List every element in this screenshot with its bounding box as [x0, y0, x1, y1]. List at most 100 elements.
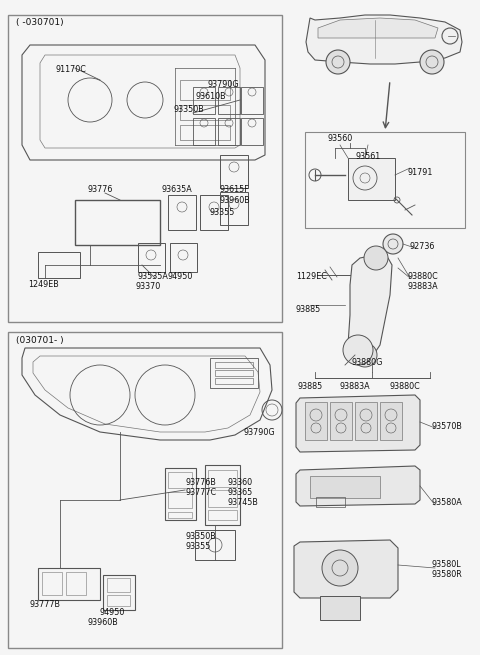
- Bar: [168, 195, 196, 230]
- Text: 93561: 93561: [355, 152, 380, 161]
- Circle shape: [326, 50, 350, 74]
- Bar: [305, 402, 327, 440]
- Text: 93355: 93355: [186, 542, 211, 551]
- Text: 93350B: 93350B: [174, 105, 205, 114]
- Bar: [8, 15, 282, 322]
- Bar: [208, 510, 237, 520]
- Text: 93790G: 93790G: [207, 80, 239, 89]
- Bar: [215, 378, 253, 384]
- Text: 93580A: 93580A: [432, 498, 463, 507]
- Text: 93880C: 93880C: [390, 382, 421, 391]
- Text: 93580R: 93580R: [432, 570, 463, 579]
- Text: 94950: 94950: [168, 272, 193, 281]
- Bar: [241, 118, 263, 145]
- Text: 93580L: 93580L: [432, 560, 462, 569]
- Bar: [8, 332, 282, 648]
- Text: 93960B: 93960B: [88, 618, 119, 627]
- Bar: [215, 370, 253, 376]
- Bar: [210, 358, 258, 388]
- Bar: [330, 402, 352, 440]
- Circle shape: [364, 246, 388, 270]
- Bar: [200, 195, 228, 230]
- Polygon shape: [306, 15, 462, 64]
- Text: 93880G: 93880G: [352, 358, 384, 367]
- Bar: [355, 402, 377, 440]
- Text: 93570B: 93570B: [432, 422, 463, 431]
- Text: 93777C: 93777C: [186, 488, 217, 497]
- Bar: [66, 572, 86, 595]
- Bar: [310, 476, 380, 498]
- Bar: [193, 118, 215, 145]
- Bar: [170, 243, 197, 272]
- Bar: [103, 575, 135, 610]
- Text: 93745B: 93745B: [228, 498, 259, 507]
- Bar: [107, 578, 130, 592]
- Bar: [38, 252, 80, 278]
- Bar: [138, 243, 165, 272]
- Bar: [168, 472, 192, 488]
- Bar: [205, 465, 240, 525]
- Bar: [180, 80, 230, 100]
- Text: 93883A: 93883A: [340, 382, 371, 391]
- Bar: [218, 118, 240, 145]
- Bar: [75, 200, 160, 245]
- Polygon shape: [318, 18, 438, 38]
- Bar: [348, 158, 395, 200]
- Text: 93355: 93355: [210, 208, 235, 217]
- Bar: [38, 568, 100, 600]
- Polygon shape: [294, 540, 398, 598]
- Circle shape: [343, 335, 373, 365]
- Text: 93535A: 93535A: [138, 272, 169, 281]
- Bar: [220, 155, 248, 188]
- Text: 93610B: 93610B: [196, 92, 227, 101]
- Bar: [165, 468, 196, 520]
- Bar: [208, 490, 237, 507]
- Bar: [220, 192, 248, 225]
- Bar: [193, 87, 215, 114]
- Bar: [180, 125, 230, 140]
- Bar: [208, 470, 237, 487]
- Text: ( -030701): ( -030701): [16, 18, 64, 27]
- Text: 93615F: 93615F: [220, 185, 250, 194]
- Circle shape: [353, 343, 377, 367]
- Text: 93360: 93360: [228, 478, 253, 487]
- Text: 93777B: 93777B: [30, 600, 61, 609]
- Bar: [320, 596, 360, 620]
- Text: 93370: 93370: [135, 282, 160, 291]
- Bar: [168, 512, 192, 518]
- Bar: [42, 572, 62, 595]
- Text: (030701- ): (030701- ): [16, 336, 64, 345]
- Text: 1129EC: 1129EC: [296, 272, 327, 281]
- Text: 93885: 93885: [298, 382, 323, 391]
- Bar: [316, 497, 345, 507]
- Bar: [180, 105, 230, 120]
- Text: 93560: 93560: [328, 134, 353, 143]
- Text: 94950: 94950: [100, 608, 125, 617]
- Polygon shape: [296, 466, 420, 506]
- Text: 93790G: 93790G: [243, 428, 275, 437]
- Text: 93635A: 93635A: [162, 185, 193, 194]
- Circle shape: [420, 50, 444, 74]
- Text: 92736: 92736: [410, 242, 435, 251]
- Bar: [195, 530, 235, 560]
- Text: 93365: 93365: [228, 488, 253, 497]
- Text: 93776B: 93776B: [186, 478, 217, 487]
- Bar: [380, 402, 402, 440]
- Text: 93885: 93885: [296, 305, 321, 314]
- Text: 93883A: 93883A: [408, 282, 439, 291]
- Text: 91170C: 91170C: [55, 65, 86, 74]
- Polygon shape: [296, 395, 420, 452]
- Text: 91791: 91791: [408, 168, 433, 177]
- Text: 93880C: 93880C: [408, 272, 439, 281]
- Circle shape: [383, 234, 403, 254]
- Bar: [215, 362, 253, 368]
- Bar: [218, 87, 240, 114]
- Text: 93776: 93776: [88, 185, 113, 194]
- Text: 93960B: 93960B: [220, 196, 251, 205]
- Bar: [305, 132, 465, 228]
- Bar: [241, 87, 263, 114]
- Circle shape: [322, 550, 358, 586]
- Bar: [168, 492, 192, 508]
- Text: 93350B: 93350B: [186, 532, 217, 541]
- Polygon shape: [348, 255, 392, 365]
